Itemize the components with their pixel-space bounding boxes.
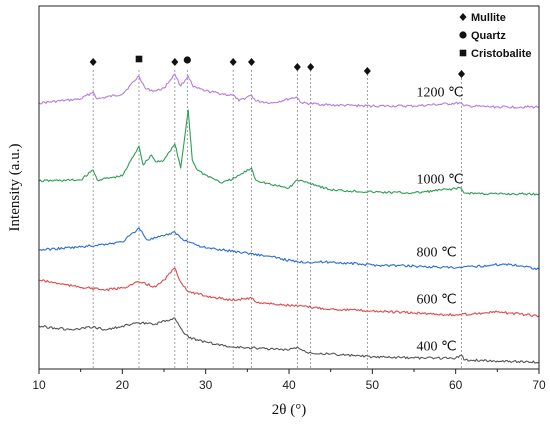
mullite-marker [248, 58, 255, 66]
x-tick-label: 50 [366, 378, 380, 392]
x-axis-title: 2θ (°) [272, 402, 306, 418]
legend-cristobalite-symbol [459, 49, 467, 57]
series-layer [38, 73, 540, 364]
mullite-marker [171, 58, 179, 66]
series-label: 400 ℃ [417, 339, 457, 354]
legend-quartz-symbol [459, 31, 467, 39]
reference-lines [92, 70, 462, 369]
mullite-marker [307, 63, 315, 71]
legend: Mullite Quartz Cristobalite [459, 12, 532, 60]
series-line-1000 [38, 109, 540, 196]
quartz-marker [183, 56, 191, 64]
mullite-marker [458, 70, 465, 78]
legend-mullite-label: Mullite [471, 12, 506, 24]
mullite-marker [363, 67, 371, 75]
series-label: 1200 ℃ [417, 85, 464, 100]
series-line-600 [38, 267, 540, 318]
mullite-marker [293, 63, 301, 71]
legend-cristobalite-label: Cristobalite [471, 48, 532, 60]
x-tick-label: 70 [532, 378, 546, 392]
legend-mullite-symbol [459, 13, 467, 21]
legend-quartz-label: Quartz [471, 30, 506, 42]
series-line-800 [38, 227, 540, 271]
series-labels: 1200 ℃ 1000 ℃ 800 ℃ 600 ℃ 400 ℃ [417, 85, 464, 354]
x-tick-label: 10 [32, 378, 46, 392]
series-label: 800 ℃ [417, 245, 457, 260]
y-axis-title: Intensity (a.u.) [7, 144, 23, 232]
mullite-marker [229, 58, 237, 66]
x-axis-ticks: 10 20 30 40 50 60 70 [32, 369, 546, 392]
series-line-1200 [38, 73, 540, 109]
series-label: 1000 ℃ [417, 172, 464, 187]
x-tick-label: 30 [199, 378, 213, 392]
x-tick-label: 40 [282, 378, 296, 392]
series-label: 600 ℃ [417, 293, 457, 308]
cristobalite-marker [135, 55, 143, 63]
phase-markers [89, 55, 465, 78]
mullite-marker [89, 58, 97, 66]
x-tick-label: 20 [116, 378, 130, 392]
x-tick-label: 60 [449, 378, 463, 392]
series-line-400 [38, 317, 540, 364]
